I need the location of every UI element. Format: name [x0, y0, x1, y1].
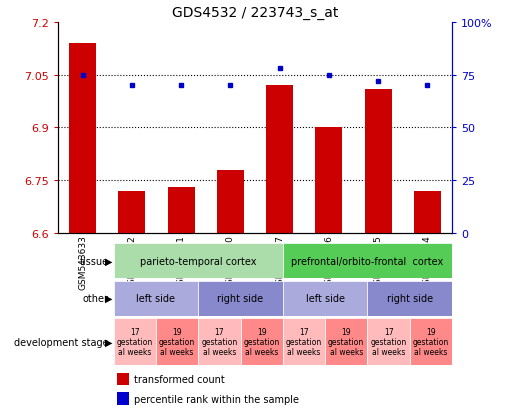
Bar	[114, 318, 156, 366]
Bar	[117, 392, 129, 405]
Bar	[365, 89, 392, 233]
Text: 19
gestation
al weeks: 19 gestation al weeks	[328, 328, 365, 356]
Text: right side: right side	[387, 293, 433, 304]
Text: 19
gestation
al weeks: 19 gestation al weeks	[159, 328, 195, 356]
Bar	[266, 86, 293, 233]
Bar	[410, 318, 452, 366]
Bar	[114, 244, 283, 279]
Text: left side: left side	[306, 293, 344, 304]
Bar	[283, 281, 368, 316]
Text: 17
gestation
al weeks: 17 gestation al weeks	[286, 328, 322, 356]
Text: prefrontal/orbito-frontal  cortex: prefrontal/orbito-frontal cortex	[291, 256, 443, 266]
Bar	[118, 191, 145, 233]
Text: tissue: tissue	[79, 256, 109, 266]
Bar	[325, 318, 368, 366]
Text: transformed count: transformed count	[134, 374, 225, 384]
Text: development stage: development stage	[14, 337, 109, 347]
Bar	[156, 318, 198, 366]
Text: ▶: ▶	[105, 256, 113, 266]
Bar	[240, 318, 283, 366]
Text: right side: right side	[218, 293, 264, 304]
Text: ▶: ▶	[105, 337, 113, 347]
Bar	[117, 373, 129, 385]
Text: 19
gestation
al weeks: 19 gestation al weeks	[243, 328, 280, 356]
Bar	[315, 128, 342, 233]
Bar	[414, 191, 441, 233]
Title: GDS4532 / 223743_s_at: GDS4532 / 223743_s_at	[172, 6, 338, 20]
Bar	[283, 318, 325, 366]
Bar	[198, 281, 283, 316]
Text: parieto-temporal cortex: parieto-temporal cortex	[140, 256, 257, 266]
Bar	[368, 281, 452, 316]
Text: left side: left side	[136, 293, 175, 304]
Text: percentile rank within the sample: percentile rank within the sample	[134, 394, 299, 404]
Text: 17
gestation
al weeks: 17 gestation al weeks	[370, 328, 407, 356]
Text: ▶: ▶	[105, 293, 113, 304]
Bar	[217, 170, 244, 233]
Text: 19
gestation
al weeks: 19 gestation al weeks	[413, 328, 449, 356]
Bar	[368, 318, 410, 366]
Text: 17
gestation
al weeks: 17 gestation al weeks	[117, 328, 153, 356]
Text: 17
gestation
al weeks: 17 gestation al weeks	[201, 328, 237, 356]
Text: other: other	[83, 293, 109, 304]
Bar	[69, 44, 96, 233]
Bar	[198, 318, 240, 366]
Bar	[168, 188, 195, 233]
Bar	[283, 244, 452, 279]
Bar	[114, 281, 198, 316]
